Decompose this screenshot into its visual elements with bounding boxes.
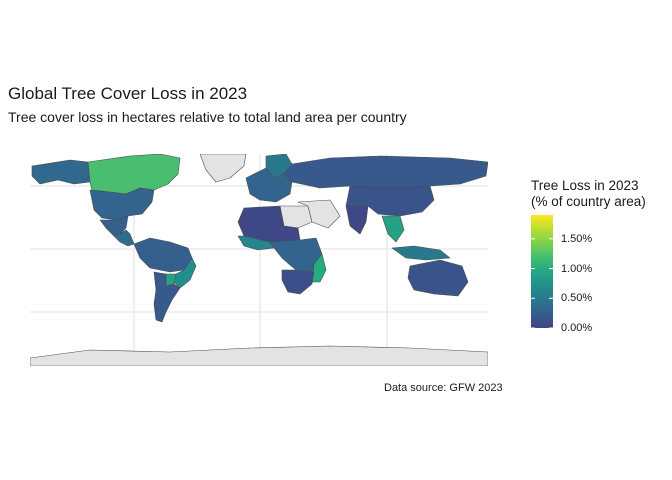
country-region-indonesia xyxy=(391,245,451,261)
country-region-southern-africa xyxy=(281,269,315,295)
country-region-australia xyxy=(407,259,469,297)
country-region-mexico xyxy=(99,215,129,237)
country-region-greenland xyxy=(199,154,247,183)
country-region-libya-egypt xyxy=(279,205,313,229)
legend-tick-label-3: 0.00% xyxy=(561,322,593,334)
map-title: Global Tree Cover Loss in 2023 xyxy=(8,84,248,103)
legend-tick-label-1: 1.00% xyxy=(561,262,593,275)
country-region-southeast-asia xyxy=(381,215,405,243)
country-region-russia xyxy=(283,155,488,189)
legend-labels: 1.50% 1.00% 0.50% 0.00% xyxy=(561,215,641,335)
country-region-antarctica xyxy=(30,345,488,366)
data-source-caption: Data source: GFW 2023 xyxy=(384,382,503,394)
country-region-europe xyxy=(245,167,293,203)
country-region-china xyxy=(345,185,435,217)
country-region-canada xyxy=(87,154,181,195)
legend-tick-label-0: 1.50% xyxy=(561,232,593,245)
map-subtitle: Tree cover loss in hectares relative to … xyxy=(8,109,407,125)
legend-title-line-1: Tree Loss in 2023 xyxy=(531,178,639,193)
country-region-united-states xyxy=(89,187,155,221)
country-region-alaska-usa-west xyxy=(31,159,91,185)
country-region-middle-east xyxy=(297,199,341,229)
legend-colorbar xyxy=(531,215,553,328)
legend-tick-label-2: 0.50% xyxy=(561,292,593,305)
legend-title: Tree Loss in 2023 (% of country area) xyxy=(531,178,646,210)
world-map xyxy=(30,154,488,366)
country-region-brazil-north xyxy=(133,237,193,273)
legend-title-line-2: (% of country area) xyxy=(531,194,646,209)
country-region-argentina xyxy=(153,271,181,323)
country-region-india xyxy=(345,205,369,235)
country-region-central-america xyxy=(113,229,135,247)
